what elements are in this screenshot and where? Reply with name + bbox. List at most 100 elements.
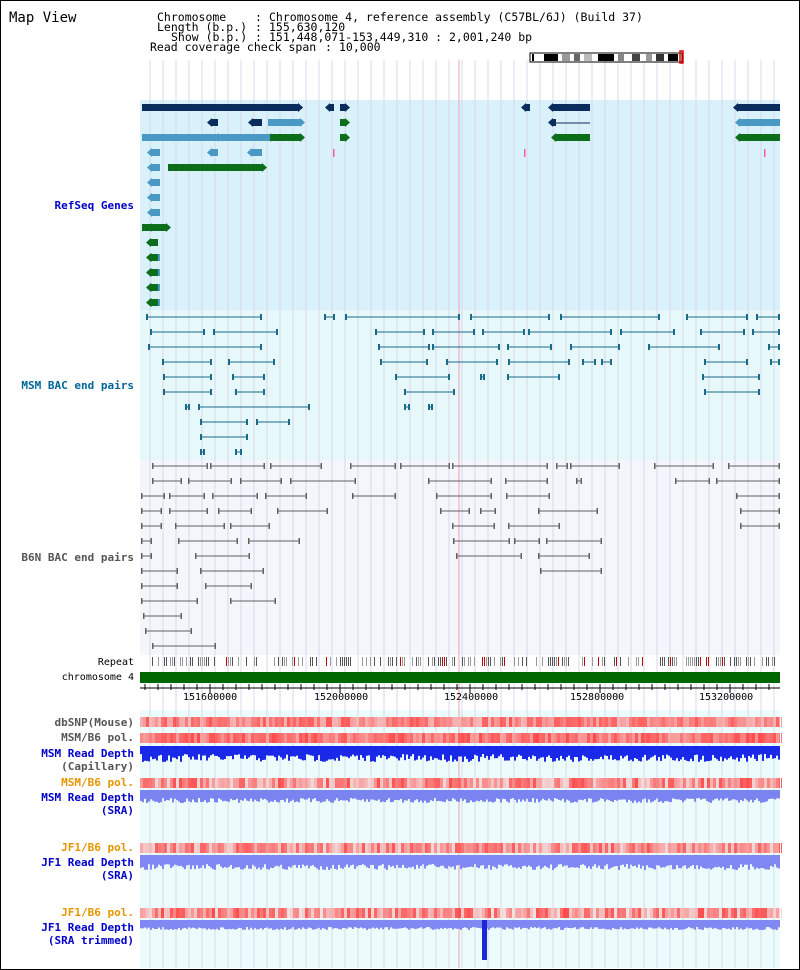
heat-cell — [593, 733, 596, 743]
depth-bar — [164, 790, 166, 802]
gene-arrow — [146, 298, 151, 307]
depth-bar — [646, 920, 648, 930]
heat-cell — [425, 733, 428, 743]
depth-bar — [662, 920, 664, 930]
heat-cell — [749, 717, 752, 727]
depth-bar — [282, 920, 284, 930]
heat-cell — [479, 778, 482, 788]
bac-end — [408, 404, 410, 410]
depth-bar — [336, 746, 338, 758]
heat-cell — [341, 778, 344, 788]
depth-bar — [264, 920, 266, 928]
heat-cell — [428, 908, 431, 918]
depth-bar — [242, 920, 244, 930]
gene-arrow — [146, 238, 151, 247]
heat-cell — [260, 733, 263, 743]
heat-cell — [296, 778, 299, 788]
heat-cell — [413, 843, 416, 853]
depth-bar — [726, 920, 728, 929]
repeat-element — [668, 657, 669, 666]
depth-bar — [238, 790, 240, 803]
depth-bar — [614, 746, 616, 760]
heat-cell — [470, 843, 473, 853]
heat-cell — [635, 843, 638, 853]
depth-bar — [490, 920, 492, 929]
repeat-element — [774, 657, 775, 666]
depth-bar — [438, 920, 440, 930]
depth-bar — [724, 746, 726, 759]
depth-bar — [244, 790, 246, 799]
depth-bar — [574, 790, 576, 802]
heat-cell — [737, 908, 740, 918]
heat-cell — [458, 908, 461, 918]
depth-bar — [256, 790, 258, 802]
repeat-element — [556, 657, 557, 666]
depth-bar — [564, 790, 566, 803]
depth-bar — [474, 920, 476, 928]
depth-bar — [656, 855, 658, 866]
repeat-element — [230, 657, 231, 666]
depth-bar — [506, 855, 508, 865]
bac-end — [558, 374, 560, 380]
depth-bar — [452, 790, 454, 799]
depth-bar — [432, 746, 434, 760]
heat-cell — [740, 843, 743, 853]
heat-cell — [224, 843, 227, 853]
depth-bar — [450, 746, 452, 756]
depth-bar — [512, 855, 514, 868]
depth-bar — [480, 855, 482, 866]
depth-bar — [612, 790, 614, 803]
depth-bar — [546, 920, 548, 930]
depth-bar — [298, 746, 300, 759]
depth-bar — [228, 746, 230, 757]
heat-cell — [650, 843, 653, 853]
depth-bar — [566, 855, 568, 866]
depth-bar — [146, 790, 148, 803]
heat-cell — [755, 717, 758, 727]
depth-bar — [286, 790, 288, 799]
info-length-key: Length (b.p.) — [157, 20, 248, 34]
heat-cell — [179, 733, 182, 743]
heat-cell — [398, 908, 401, 918]
depth-bar — [478, 790, 480, 802]
heat-cell — [392, 778, 395, 788]
heat-cell — [746, 843, 749, 853]
depth-bar — [254, 790, 256, 800]
depth-bar — [678, 855, 680, 869]
heat-cell — [182, 843, 185, 853]
depth-bar — [176, 790, 178, 801]
depth-bar — [626, 790, 628, 803]
heat-cell — [509, 908, 512, 918]
depth-bar — [280, 746, 282, 758]
gene-feature — [142, 134, 218, 141]
heat-cell — [539, 843, 542, 853]
depth-bar — [490, 746, 492, 757]
gene-feature — [152, 149, 160, 156]
heat-cell — [464, 778, 467, 788]
info-coverage-sep: : — [325, 40, 332, 54]
heat-cell — [407, 717, 410, 727]
heat-cell — [260, 908, 263, 918]
bac-end — [686, 314, 688, 320]
depth-bar — [222, 746, 224, 760]
b6n-end — [778, 478, 780, 484]
heat-cell — [629, 908, 632, 918]
depth-bar — [456, 920, 458, 929]
heat-cell — [182, 733, 185, 743]
snp-tick — [333, 149, 335, 157]
heat-cell — [353, 717, 356, 727]
heat-cell — [329, 778, 332, 788]
depth-bar — [344, 790, 346, 801]
heat-cell — [146, 843, 149, 853]
depth-bar — [354, 920, 356, 928]
heat-cell — [665, 908, 668, 918]
depth-bar — [162, 920, 164, 928]
heat-cell — [548, 843, 551, 853]
depth-bar — [706, 920, 708, 929]
heat-cell — [521, 908, 524, 918]
heat-cell — [443, 843, 446, 853]
depth-bar — [252, 746, 254, 755]
heat-cell — [428, 778, 431, 788]
heat-cell — [695, 843, 698, 853]
